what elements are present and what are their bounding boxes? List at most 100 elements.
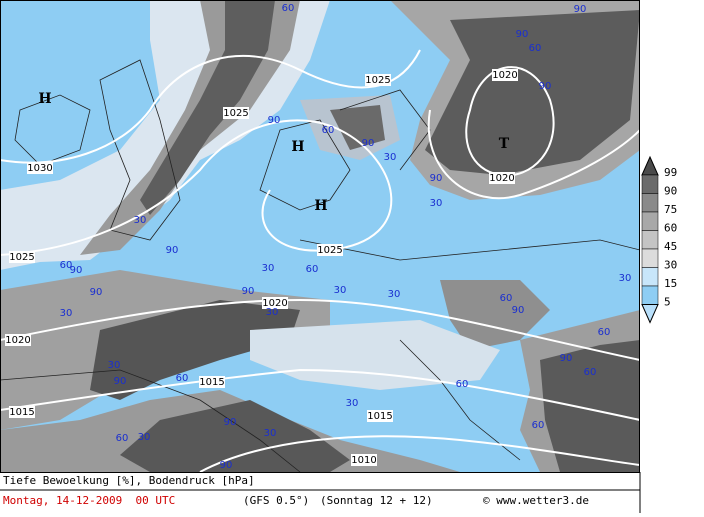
cloud-label: 30	[384, 152, 397, 163]
isobar-label: 1010	[351, 455, 376, 466]
isobar-label: 1025	[223, 108, 248, 119]
cloud-label: 30	[430, 198, 443, 209]
cloud-label: 60	[176, 373, 189, 384]
legend-cap-top	[641, 155, 659, 176]
legend-band	[641, 267, 659, 287]
legend-band	[641, 248, 659, 268]
footer-model: (GFS 0.5°)	[243, 494, 309, 507]
isobar-label-bg	[489, 172, 515, 184]
cloud-label: 90	[574, 4, 587, 15]
cloud-label: 60	[598, 327, 611, 338]
legend-label: 90	[664, 185, 677, 198]
cloud-label: 90	[516, 29, 529, 40]
footer-credit: © www.wetter3.de	[483, 494, 589, 507]
isobar-label: 1020	[489, 173, 514, 184]
isobar-label: 1020	[262, 298, 287, 309]
legend-band	[641, 285, 659, 305]
legend-band	[641, 211, 659, 231]
isobar-label: 1030	[27, 163, 52, 174]
isobar-label: 1015	[9, 407, 34, 418]
legend-label: 45	[664, 240, 677, 253]
cloud-label: 60	[584, 367, 597, 378]
cloud-label: 90	[242, 286, 255, 297]
cloud-label: 60	[306, 264, 319, 275]
isobar-label-bg	[317, 244, 343, 256]
cloud-label: 90	[512, 305, 525, 316]
cloud-label: 30	[334, 285, 347, 296]
cloud-label: 60	[282, 3, 295, 14]
cloud-label: 90	[268, 115, 281, 126]
map-frame	[0, 0, 640, 473]
footer-run: (Sonntag 12 + 12)	[320, 494, 433, 507]
cloud-label: 90	[430, 173, 443, 184]
cloud-label: 90	[539, 81, 552, 92]
isobar-label: 1025	[317, 245, 342, 256]
pressure-system: H	[291, 139, 304, 155]
legend-label: 5	[664, 296, 671, 309]
legend-label: 30	[664, 259, 677, 272]
legend-label: 75	[664, 203, 677, 216]
isobar-label: 1015	[367, 411, 392, 422]
cloud-label: 90	[90, 287, 103, 298]
legend-label: 15	[664, 277, 677, 290]
legend: 99 90 75 60 45 30 15 5	[641, 155, 677, 324]
isobar-label-bg	[5, 334, 31, 346]
isobar-label-bg	[9, 406, 35, 418]
isobar-label: 1025	[9, 252, 34, 263]
cloud-label: 30	[134, 215, 147, 226]
pressure-system: H	[314, 198, 327, 214]
cloud-label: 30	[108, 360, 121, 371]
cloud-label: 60	[532, 420, 545, 431]
cloud-label: 90	[220, 460, 233, 471]
isobar-label: 1020	[492, 70, 517, 81]
cloud-label: 90	[70, 265, 83, 276]
isobar-label: 1015	[199, 377, 224, 388]
cloud-label: 90	[166, 245, 179, 256]
cloud-label: 60	[322, 125, 335, 136]
isobar-label-bg	[351, 454, 377, 466]
cloud-areas	[0, 0, 640, 472]
isobar-label-bg	[9, 251, 35, 263]
legend-band	[641, 174, 659, 194]
cloud-label: 30	[346, 398, 359, 409]
pressure-system: H	[38, 91, 51, 107]
legend-band	[641, 193, 659, 213]
map: 1025 1025 1030 1020 1020 1025 1025 1020 1020 1015…	[0, 0, 641, 473]
cloud-label: 90	[560, 353, 573, 364]
isobar-label: 1020	[5, 335, 30, 346]
cloud-label: 60	[60, 260, 73, 271]
coastlines	[0, 59, 641, 473]
cloud-label: 60	[529, 43, 542, 54]
isobars	[0, 49, 641, 473]
legend-band	[641, 230, 659, 250]
pressure-system: T	[499, 136, 510, 152]
footer-date: Montag, 14-12-2009 00 UTC	[3, 494, 175, 507]
isobar-label-bg	[367, 410, 393, 422]
isobar-label-bg	[223, 107, 249, 119]
legend-label: 60	[664, 222, 677, 235]
isobar-label: 1025	[365, 75, 390, 86]
cloud-label: 30	[60, 308, 73, 319]
cloud-label: 30	[266, 307, 279, 318]
footer-title: Tiefe Bewoelkung [%], Bodendruck [hPa]	[3, 474, 255, 487]
isobar-label-bg	[262, 297, 288, 309]
cloud-label: 60	[500, 293, 513, 304]
map-labels: 1025 1025 1030 1020 1020 1025 1025 1020 1020 1015…	[5, 3, 631, 471]
cloud-label: 60	[116, 433, 129, 444]
isobar-label-bg	[365, 74, 391, 86]
cloud-label: 90	[114, 376, 127, 387]
cloud-label: 30	[262, 263, 275, 274]
isobar-label-bg	[199, 376, 225, 388]
cloud-label: 60	[456, 379, 469, 390]
legend-cap-bottom	[641, 304, 659, 324]
isobar-label-bg	[492, 69, 518, 81]
cloud-label: 30	[388, 289, 401, 300]
isobar-label-bg	[27, 162, 53, 174]
cloud-label: 30	[138, 432, 151, 443]
cloud-label: 30	[619, 273, 632, 284]
legend-label: 99	[664, 166, 677, 179]
cloud-label: 90	[224, 417, 237, 428]
cloud-label: 30	[264, 428, 277, 439]
cloud-label: 90	[362, 138, 375, 149]
